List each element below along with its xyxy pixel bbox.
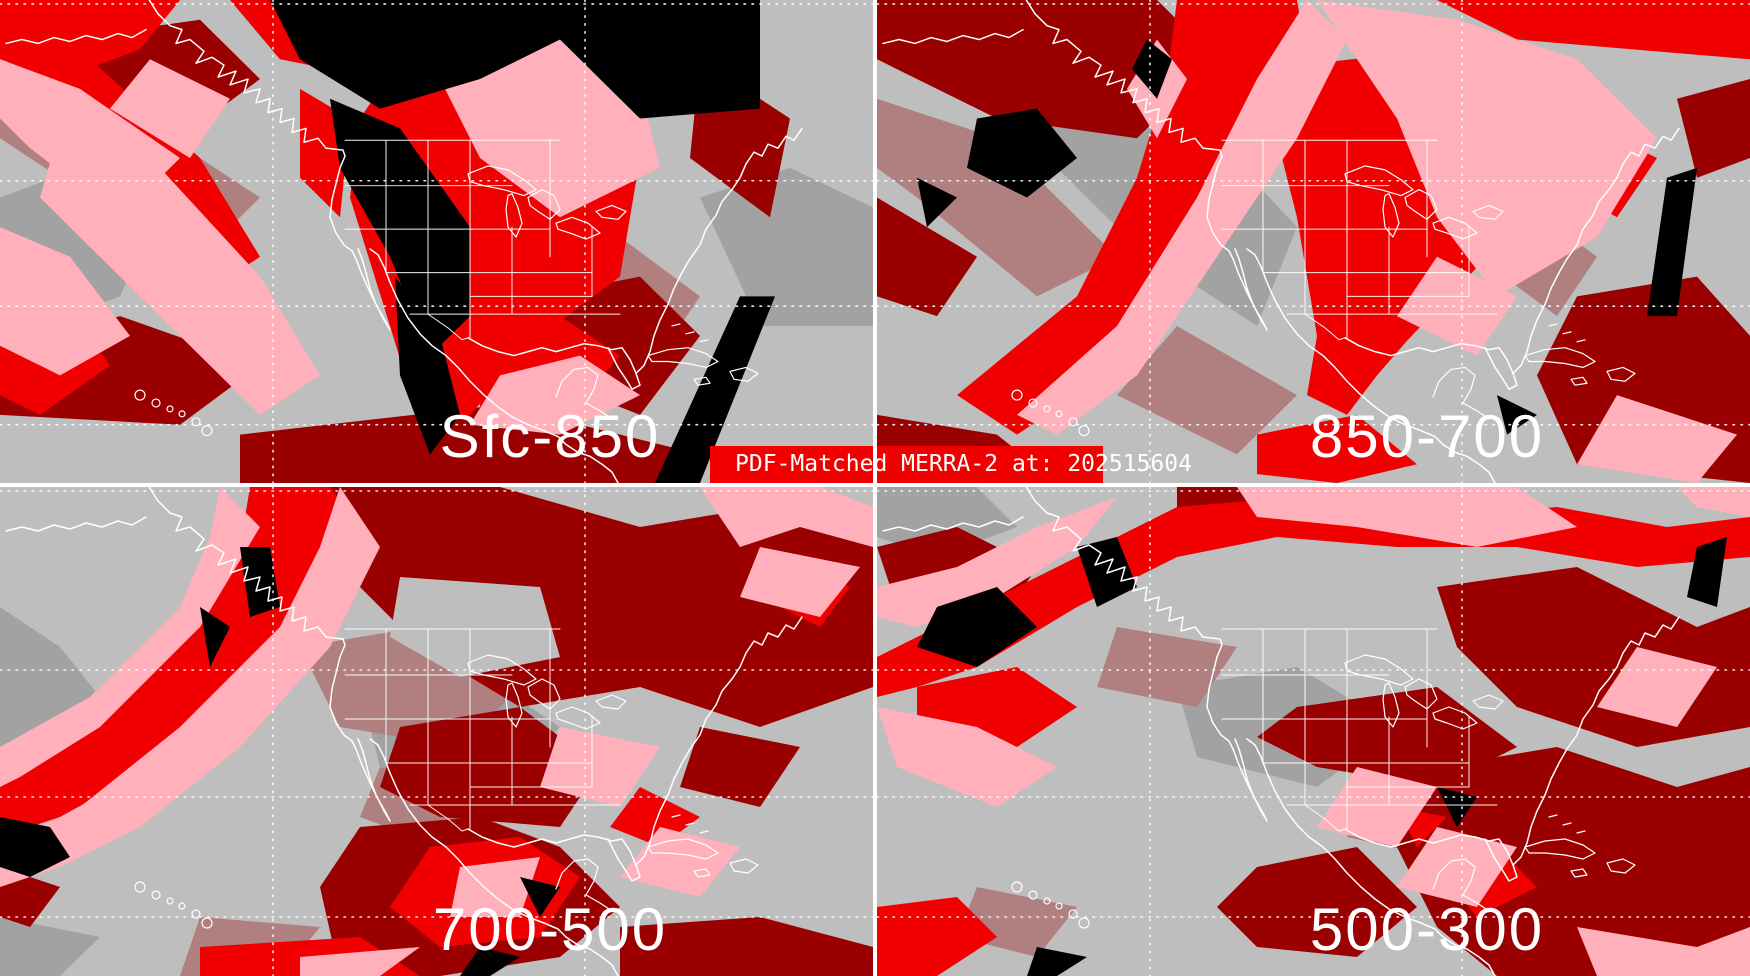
caption-text: PDF-Matched MERRA-2 at: 202515604 <box>735 451 1192 477</box>
panel-label-sfc-850: Sfc-850 <box>439 403 661 470</box>
panel-500-300: 500-300 <box>877 487 1750 976</box>
moisture-field <box>877 487 1750 976</box>
moisture-field <box>0 487 873 976</box>
moisture-field <box>0 0 873 483</box>
panel-label-700-500: 700-500 <box>432 896 668 963</box>
caption-banner: PDF-Matched MERRA-2 at: 202515604 <box>710 446 1192 483</box>
panel-label-850-700: 850-700 <box>1309 403 1545 470</box>
panel-850-700: 850-700 <box>877 0 1750 483</box>
panel-label-500-300: 500-300 <box>1309 896 1545 963</box>
panel-divider-horizontal <box>0 483 1750 487</box>
panel-700-500: 700-500 <box>0 487 873 976</box>
panel-divider-vertical <box>873 0 877 976</box>
panel-sfc-850: Sfc-850 <box>0 0 873 483</box>
